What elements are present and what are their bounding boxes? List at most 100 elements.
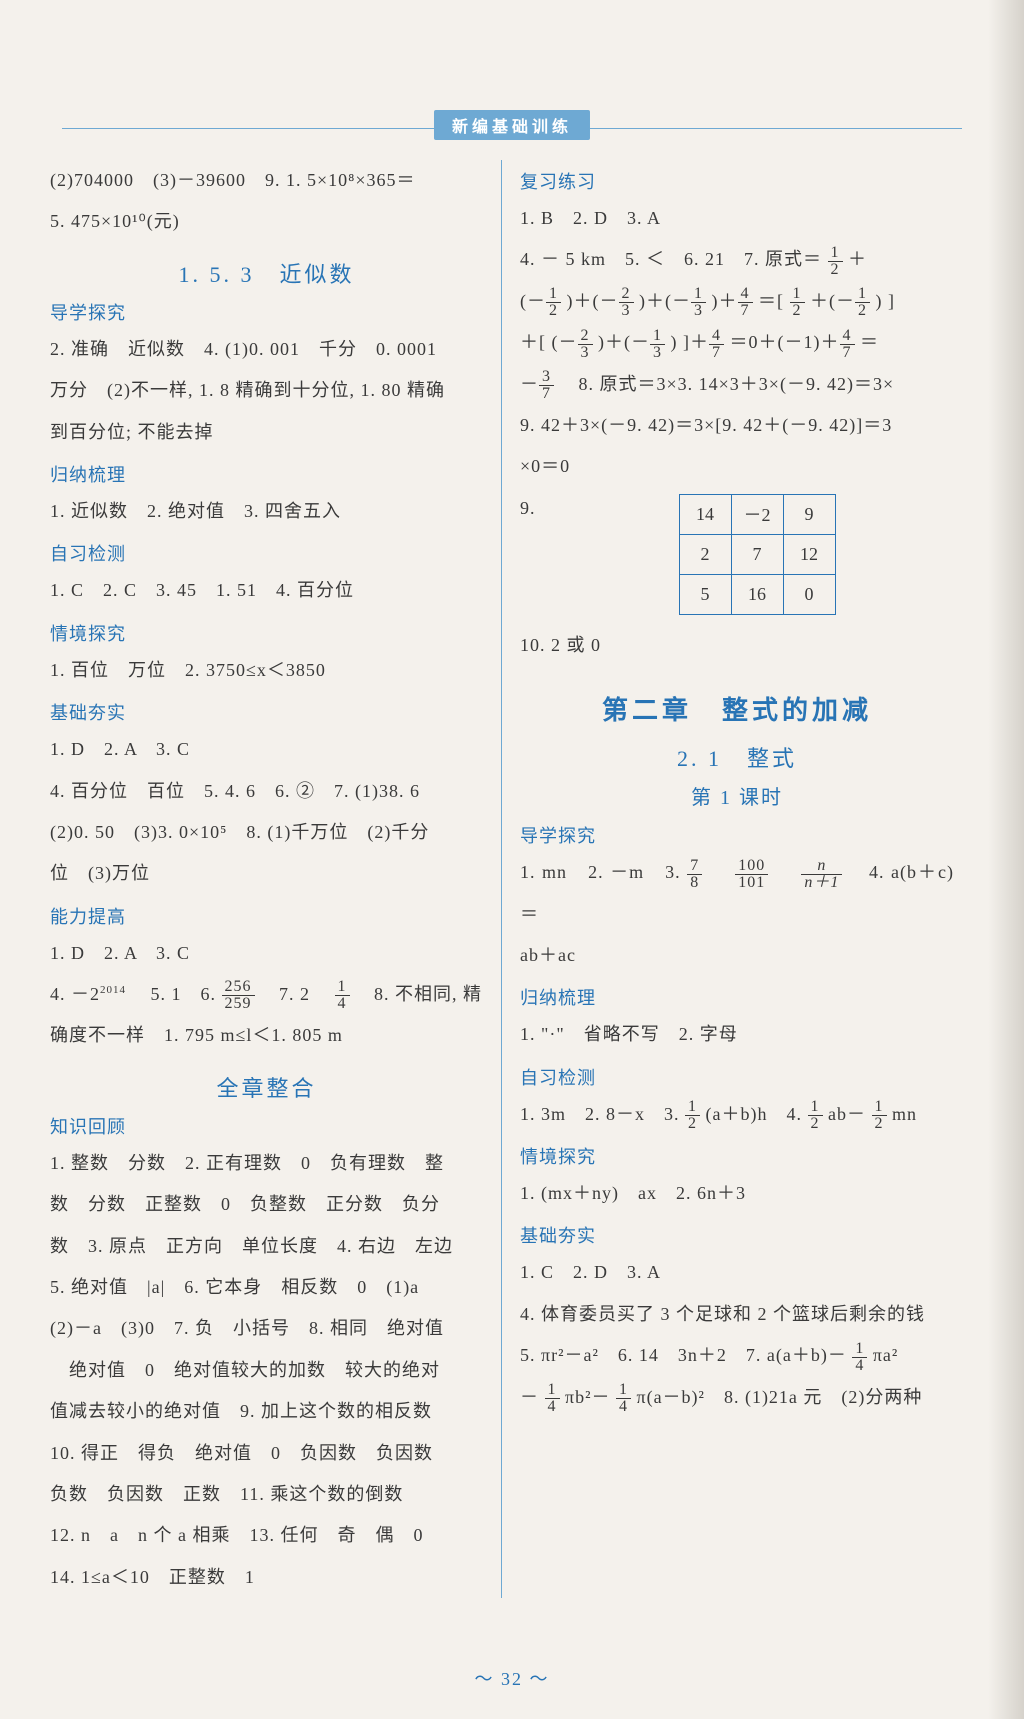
frac-num: 1: [691, 286, 706, 303]
fraction: 12: [872, 1099, 887, 1132]
frac-den: 8: [687, 875, 702, 891]
text-frag: 8. 不相同, 精: [355, 984, 482, 1004]
header-title: 新编基础训练: [434, 110, 590, 140]
frac-den: 2: [855, 303, 870, 319]
text-line: 绝对值 0 绝对值较大的加数 较大的绝对: [50, 1350, 483, 1391]
text-frag: 8. 原式＝3×3. 14×3＋3×(－9. 42)＝3×: [560, 374, 895, 394]
right-column: 复习练习 1. B 2. D 3. A 4. － 5 km 5. ＜ 6. 21…: [502, 160, 972, 1598]
fraction: 14: [545, 1382, 560, 1415]
frac-num: 1: [616, 1382, 631, 1399]
fraction: 100101: [735, 858, 768, 891]
magic-cell: －2: [731, 494, 783, 534]
fraction: 14: [335, 979, 350, 1012]
fraction: 256259: [222, 979, 255, 1012]
page-number: ～ 32 ～: [475, 1665, 550, 1691]
frac-num: 1: [790, 286, 805, 303]
text-frag: 7. 2: [260, 984, 329, 1004]
text-frag: (－: [520, 291, 546, 311]
frac-den: 2: [808, 1116, 823, 1132]
text-line: 值减去较小的绝对值 9. 加上这个数的相反数: [50, 1391, 483, 1432]
magic-cell: 0: [783, 574, 835, 614]
fraction: 47: [709, 328, 724, 361]
frac-den: 4: [545, 1399, 560, 1415]
fraction: 23: [578, 328, 593, 361]
text-frag: 1. 3m 2. 8－x 3.: [520, 1104, 685, 1124]
magic-square-table: 14 －2 9 2 7 12 5 16 0: [679, 494, 836, 615]
heading-daoxue: 导学探究: [50, 299, 483, 325]
text-frag: )＋(－: [639, 291, 691, 311]
frac-den: 2: [872, 1116, 887, 1132]
magic-cell: 14: [679, 494, 731, 534]
frac-num: 7: [687, 858, 702, 875]
text-frag: ab－: [828, 1104, 866, 1124]
text-frag: πb²－: [565, 1387, 610, 1407]
text-line: (2)704000 (3)－39600 9. 1. 5×10⁸×365＝: [50, 160, 483, 201]
fraction: 13: [691, 286, 706, 319]
text-line: 10. 2 或 0: [520, 625, 954, 666]
text-line: 4. － 5 km 5. ＜ 6. 21 7. 原式＝ 12 ＋: [520, 239, 954, 280]
text-line: ＋[ (－23 )＋(－13 ) ]＋47 ＝0＋(－1)＋47 ＝: [520, 322, 954, 363]
text-line: 1. B 2. D 3. A: [520, 198, 954, 239]
text-line: ×0＝0: [520, 446, 954, 487]
frac-num: 256: [222, 979, 255, 996]
frac-den: 3: [650, 345, 665, 361]
text-line: 10. 得正 得负 绝对值 0 负因数 负因数: [50, 1433, 483, 1474]
page-edge-shadow: [988, 0, 1024, 1719]
text-line: 5. 绝对值 |a| 6. 它本身 相反数 0 (1)a: [50, 1267, 483, 1308]
text-frag: ＝: [860, 332, 879, 352]
text-frag: mn: [892, 1104, 917, 1124]
frac-den: 4: [852, 1358, 867, 1374]
heading-fuxi: 复习练习: [520, 168, 954, 194]
text-line: －37 8. 原式＝3×3. 14×3＋3×(－9. 42)＝3×: [520, 364, 954, 405]
text-frag: 4. － 5 km 5. ＜ 6. 21 7. 原式＝: [520, 249, 822, 269]
text-frag: 5. πr²－a² 6. 14 3n＋2 7. a(a＋b)－: [520, 1345, 847, 1365]
superscript: 2014: [100, 984, 126, 996]
text-frag: 4. －2: [50, 984, 100, 1004]
frac-den: 259: [222, 996, 255, 1012]
fraction: nn＋1: [801, 858, 842, 891]
magic-cell: 9: [783, 494, 835, 534]
frac-num: 4: [738, 286, 753, 303]
frac-num: 2: [578, 328, 593, 345]
magic-cell: 7: [731, 534, 783, 574]
text-line: 确度不一样 1. 795 m≤l＜1. 805 m: [50, 1015, 483, 1056]
magic-cell: 12: [783, 534, 835, 574]
fraction: 12: [685, 1099, 700, 1132]
text-line: 1. 整数 分数 2. 正有理数 0 负有理数 整: [50, 1143, 483, 1184]
frac-num: 1: [546, 286, 561, 303]
heading-zixi: 自习检测: [50, 540, 483, 566]
frac-num: 1: [545, 1382, 560, 1399]
heading-qingjing: 情境探究: [50, 620, 483, 646]
frac-den: 4: [616, 1399, 631, 1415]
heading-guina: 归纳梳理: [520, 984, 954, 1010]
fraction: 12: [828, 245, 843, 278]
table-row: 5 16 0: [679, 574, 835, 614]
table-row: 2 7 12: [679, 534, 835, 574]
q9-row: 9. 14 －2 9 2 7 12 5 16 0: [520, 488, 954, 625]
frac-num: 1: [852, 1341, 867, 1358]
text-line: 数 3. 原点 正方向 单位长度 4. 右边 左边: [50, 1226, 483, 1267]
text-line: 14. 1≤a＜10 正整数 1: [50, 1557, 483, 1598]
heading-nengli: 能力提高: [50, 903, 483, 929]
text-line: 1. D 2. A 3. C: [50, 729, 483, 770]
frac-den: 7: [539, 386, 554, 402]
frac-num: 1: [872, 1099, 887, 1116]
frac-den: 101: [735, 875, 768, 891]
text-frag: ) ]＋: [671, 332, 710, 352]
section-title-21: 2. 1 整式: [520, 741, 954, 773]
text-line: 负数 负因数 正数 11. 乘这个数的倒数: [50, 1474, 483, 1515]
text-frag: －: [520, 374, 539, 394]
text-line: 位 (3)万位: [50, 853, 483, 894]
text-line: 5. πr²－a² 6. 14 3n＋2 7. a(a＋b)－ 14 πa²: [520, 1335, 954, 1376]
fraction: 12: [546, 286, 561, 319]
two-column-layout: (2)704000 (3)－39600 9. 1. 5×10⁸×365＝ 5. …: [32, 110, 992, 1598]
frac-den: 4: [335, 996, 350, 1012]
frac-num: 100: [735, 858, 768, 875]
text-line: (2)0. 50 (3)3. 0×10⁵ 8. (1)千万位 (2)千分: [50, 812, 483, 853]
fraction: 12: [808, 1099, 823, 1132]
frac-num: 4: [840, 328, 855, 345]
text-line: － 14 πb²－ 14 π(a－b)² 8. (1)21a 元 (2)分两种: [520, 1377, 954, 1418]
fraction: 47: [840, 328, 855, 361]
frac-num: 2: [619, 286, 634, 303]
frac-den: 7: [738, 303, 753, 319]
